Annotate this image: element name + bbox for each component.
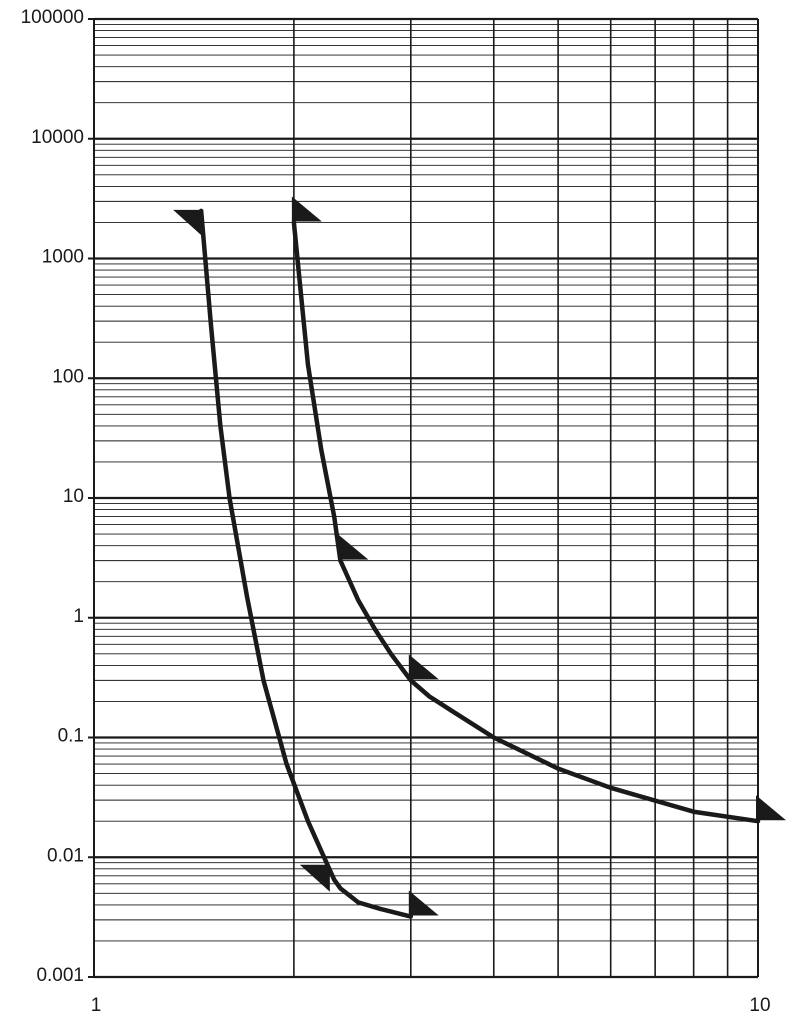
series-2-marker — [408, 654, 439, 680]
y-tick-label: 10000 — [31, 127, 84, 148]
series-1-marker — [408, 890, 439, 916]
series-1-marker — [173, 209, 204, 237]
x-tick-label: 1 — [91, 995, 102, 1016]
y-tick-label: 100 — [52, 366, 84, 387]
y-tick-label: 1 — [73, 606, 84, 627]
series-layer — [198, 208, 761, 919]
series-1-line — [198, 208, 414, 919]
y-tick-label: 10 — [63, 486, 84, 507]
x-tick-label: 10 — [749, 995, 770, 1016]
y-tick-label: 1000 — [42, 247, 84, 268]
series-1-marker — [299, 864, 330, 892]
x-tick-labels: 1 10 — [91, 995, 771, 1016]
series-2-marker — [338, 534, 369, 560]
series-2-line — [291, 220, 761, 824]
y-tick-label: 0.1 — [58, 726, 84, 747]
marker-layer — [173, 196, 786, 916]
major-grid — [88, 17, 759, 979]
series-2-marker — [756, 795, 786, 821]
y-tick-labels: 0.001 0.01 0.1 1 10 100 1000 10000 100000 — [21, 7, 84, 986]
y-tick-label: 100000 — [21, 7, 84, 28]
minor-grid — [94, 19, 758, 977]
y-tick-label: 0.01 — [47, 845, 84, 866]
series-2-marker — [291, 196, 322, 222]
y-tick-label: 0.001 — [36, 965, 84, 986]
